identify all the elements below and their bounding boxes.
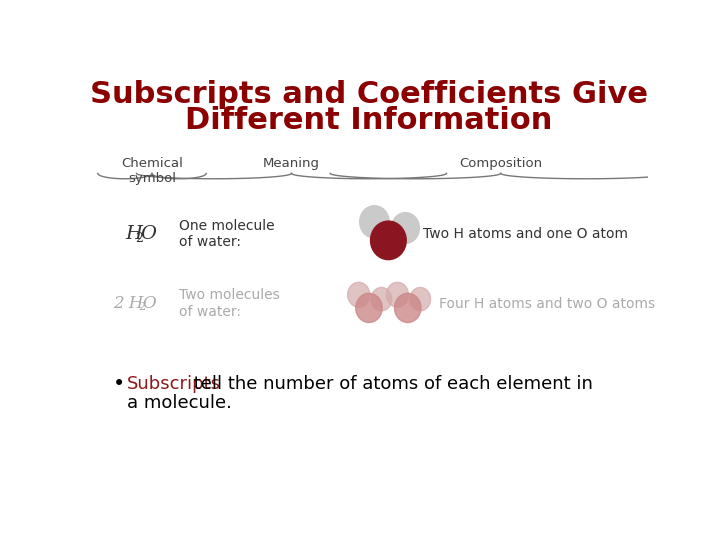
- Text: Meaning: Meaning: [263, 157, 320, 170]
- Text: Four H atoms and two O atoms: Four H atoms and two O atoms: [438, 296, 655, 310]
- Ellipse shape: [356, 293, 382, 322]
- Text: Composition: Composition: [459, 157, 542, 170]
- Ellipse shape: [348, 282, 370, 307]
- Text: •: •: [113, 374, 125, 394]
- Text: Subscripts: Subscripts: [127, 375, 221, 393]
- Ellipse shape: [371, 221, 406, 260]
- Ellipse shape: [360, 206, 389, 238]
- Ellipse shape: [387, 282, 408, 307]
- Ellipse shape: [395, 293, 421, 322]
- Text: H: H: [125, 225, 142, 243]
- Text: Two molecules
of water:: Two molecules of water:: [179, 288, 280, 319]
- Text: One molecule
of water:: One molecule of water:: [179, 219, 275, 249]
- Text: O: O: [140, 225, 156, 243]
- Ellipse shape: [372, 287, 392, 311]
- Text: Different Information: Different Information: [185, 106, 553, 135]
- Text: Chemical
symbol: Chemical symbol: [121, 157, 183, 185]
- Text: a molecule.: a molecule.: [127, 394, 232, 412]
- Text: O: O: [143, 295, 156, 312]
- Text: 2: 2: [135, 232, 143, 245]
- Text: Two H atoms and one O atom: Two H atoms and one O atom: [423, 227, 629, 241]
- Ellipse shape: [392, 213, 419, 244]
- Text: tell the number of atoms of each element in: tell the number of atoms of each element…: [188, 375, 593, 393]
- Text: Subscripts and Coefficients Give: Subscripts and Coefficients Give: [90, 79, 648, 109]
- Text: 2: 2: [138, 302, 145, 312]
- Ellipse shape: [410, 287, 431, 311]
- Text: 2 H: 2 H: [113, 295, 143, 312]
